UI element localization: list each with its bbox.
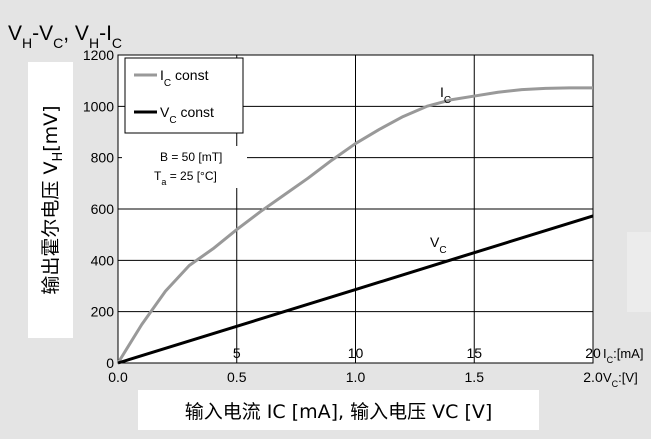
y-tick-label: 600 [91, 201, 115, 217]
chart-title: VH-VC, VH-IC [8, 22, 122, 51]
x-tick-label-top: 5 [233, 345, 241, 361]
x-tick-labels: 0.0 0.5 1.0 1.5 2.0 5 10 15 20 IC:[mA] VC:[V] [108, 345, 643, 389]
series-label-vc: VC [430, 234, 447, 256]
y-tick-label: 200 [91, 304, 115, 320]
y-tick-label: 800 [91, 150, 115, 166]
y-axis-label-main: 输出霍尔电压 V [39, 161, 62, 295]
y-tick-label: 0 [106, 355, 114, 371]
annotation-bg [122, 146, 247, 188]
series-line [116, 86, 593, 364]
side-panel-strip [627, 232, 651, 312]
legend: IC const VC const [124, 57, 244, 134]
annotations: B = 50 [mT] Ta = 25 [°C] [122, 146, 247, 188]
y-tick-label: 1200 [83, 47, 114, 63]
annotation-temperature: Ta = 25 [°C] [154, 169, 217, 187]
annotation-b-field: B = 50 [mT] [160, 150, 222, 164]
y-axis-label-unit: [mV] [39, 105, 62, 152]
y-axis-label-sub: H [50, 151, 66, 162]
x-tick-label-top: 10 [348, 345, 364, 361]
series-layer: IC VC [116, 84, 594, 365]
x-tick-label-top: 20 [585, 345, 601, 361]
series-label-ic: IC [440, 84, 451, 106]
x-tick-label-bottom: 2.0 [583, 369, 603, 385]
x-axis-label: 输入电流 IC [mA], 输入电压 VC [V] [138, 390, 539, 430]
x-tick-label-bottom: 0.5 [227, 369, 247, 385]
y-tick-labels: 0 200 400 600 800 1000 1200 [83, 47, 114, 371]
x-tick-label-bottom: 1.0 [346, 369, 366, 385]
legend-box [124, 57, 244, 134]
x-tick-label-top: 15 [466, 345, 482, 361]
legend-entry: IC const [160, 67, 209, 89]
x-tick-label-bottom: 0.0 [108, 369, 128, 385]
y-tick-label: 1000 [83, 98, 114, 114]
legend-entry: VC const [160, 104, 214, 126]
x-unit-bottom: VC:[V] [603, 370, 638, 389]
y-axis-label-box: 输出霍尔电压 VH[mV] [28, 62, 73, 338]
y-axis-label: 输出霍尔电压 VH[mV] [36, 105, 66, 294]
series-line [117, 214, 594, 365]
x-unit-top: IC:[mA] [603, 346, 643, 365]
y-tick-label: 400 [91, 252, 115, 268]
x-tick-label-bottom: 1.5 [465, 369, 485, 385]
